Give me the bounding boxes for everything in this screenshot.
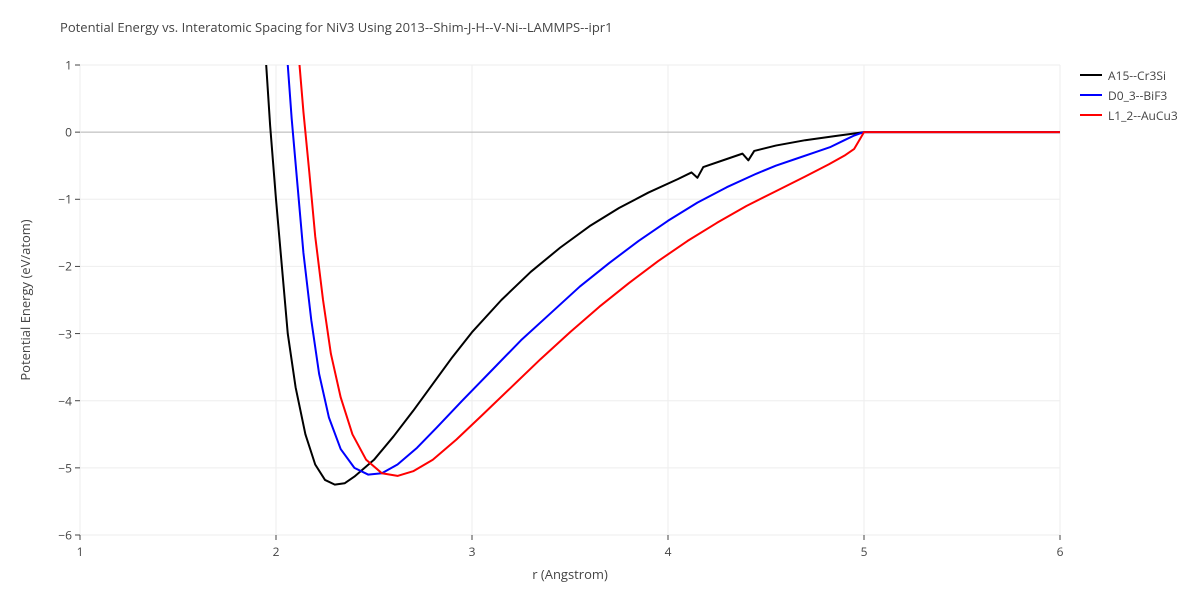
y-tick-label: −1 <box>52 191 72 208</box>
plot-svg <box>80 65 1060 535</box>
y-tick-label: −3 <box>52 325 72 342</box>
x-tick-label: 3 <box>469 543 476 560</box>
y-tick-label: −4 <box>52 392 72 409</box>
y-tick-label: −6 <box>52 527 72 544</box>
x-tick-label: 2 <box>273 543 280 560</box>
chart-title: Potential Energy vs. Interatomic Spacing… <box>60 18 613 36</box>
x-tick-label: 4 <box>665 543 672 560</box>
y-tick-label: −5 <box>52 459 72 476</box>
legend-label: A15--Cr3Si <box>1108 67 1166 84</box>
legend-swatch <box>1080 109 1102 121</box>
legend-label: L1_2--AuCu3 <box>1108 107 1178 124</box>
y-axis-label: Potential Energy (eV/atom) <box>16 219 34 380</box>
legend-item[interactable]: L1_2--AuCu3 <box>1080 105 1178 125</box>
y-tick-label: −2 <box>52 258 72 275</box>
legend: A15--Cr3Si D0_3--BiF3 L1_2--AuCu3 <box>1080 65 1178 125</box>
plot-area <box>80 65 1060 535</box>
x-axis-label: r (Angstrom) <box>532 565 608 583</box>
legend-swatch <box>1080 69 1102 81</box>
legend-item[interactable]: A15--Cr3Si <box>1080 65 1178 85</box>
legend-label: D0_3--BiF3 <box>1108 87 1167 104</box>
x-tick-label: 1 <box>77 543 84 560</box>
x-tick-label: 6 <box>1057 543 1064 560</box>
y-tick-label: 1 <box>52 57 72 74</box>
y-tick-label: 0 <box>52 124 72 141</box>
legend-item[interactable]: D0_3--BiF3 <box>1080 85 1178 105</box>
x-tick-label: 5 <box>861 543 868 560</box>
legend-swatch <box>1080 89 1102 101</box>
